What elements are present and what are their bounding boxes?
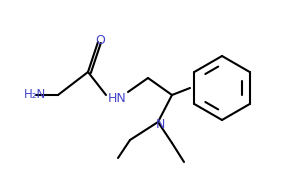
Text: O: O [95,33,105,47]
Text: HN: HN [108,93,126,105]
Text: N: N [155,118,165,130]
Text: H₂N: H₂N [24,89,46,102]
